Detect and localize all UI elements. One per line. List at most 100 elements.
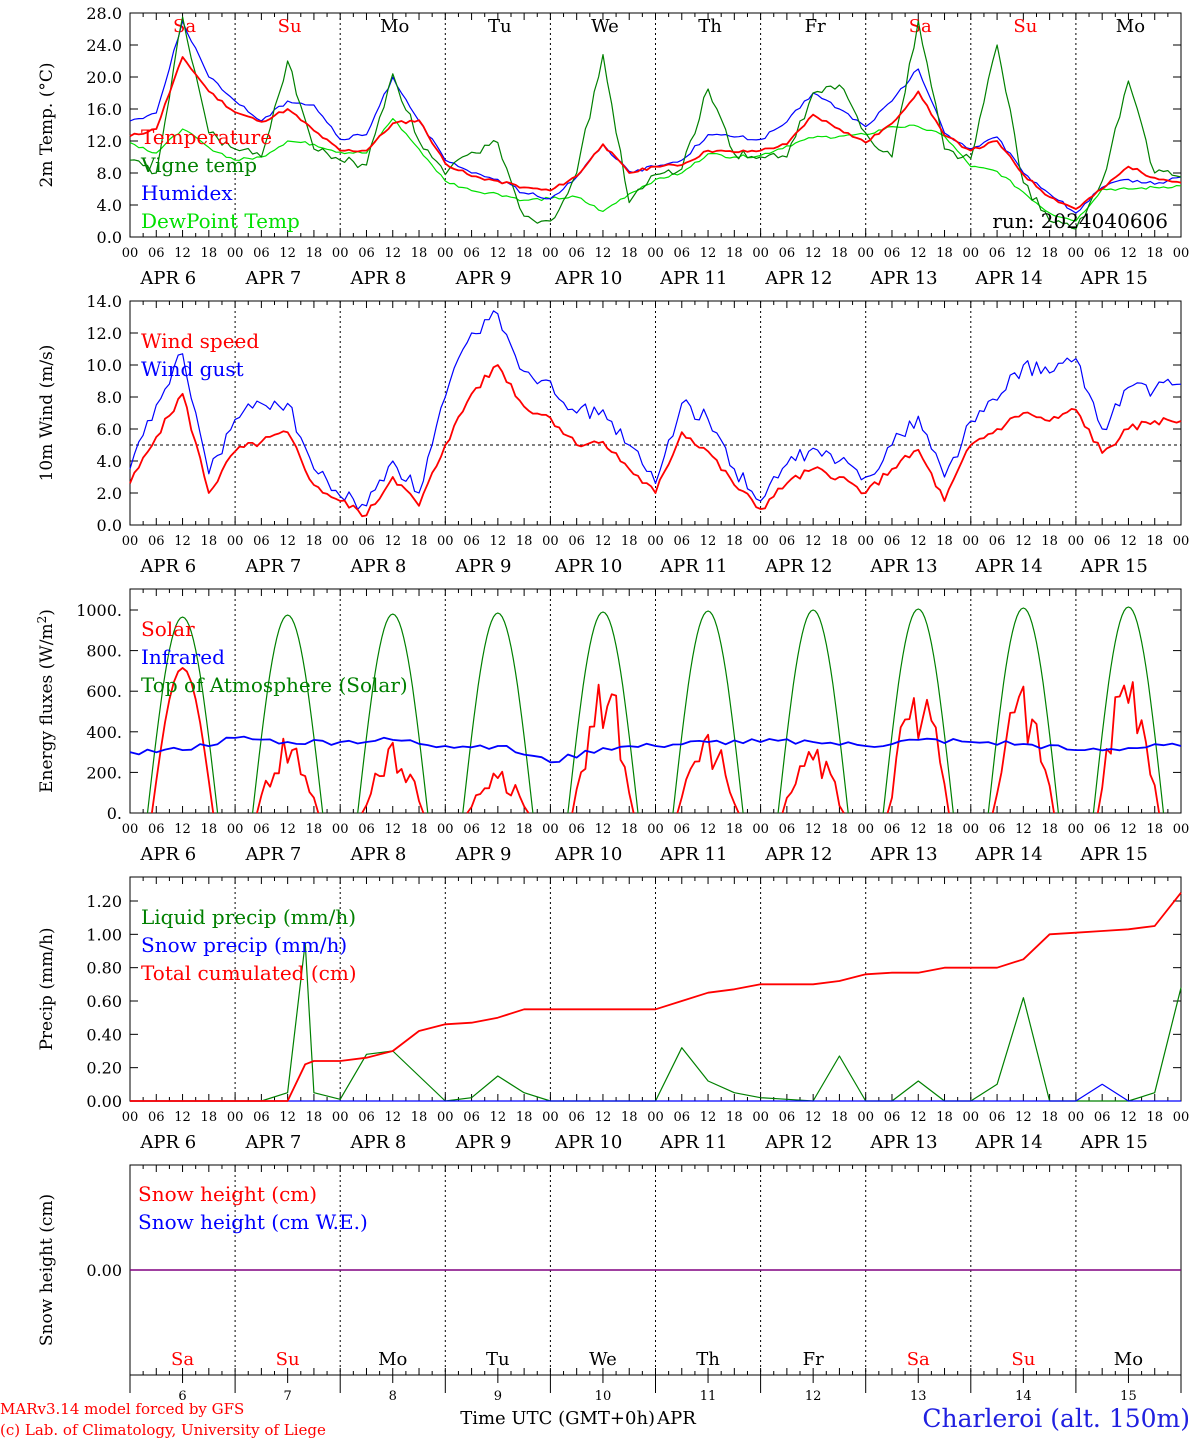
legend-entry: Snow precip (mm/h) bbox=[141, 933, 347, 957]
hour-label: 18 bbox=[516, 534, 533, 549]
hour-label: 00 bbox=[963, 534, 980, 549]
hour-label: 06 bbox=[989, 1110, 1006, 1125]
hour-label: 06 bbox=[884, 822, 901, 837]
hour-label: 12 bbox=[805, 1110, 822, 1125]
hour-label: 18 bbox=[621, 822, 638, 837]
legend-entry: Liquid precip (mm/h) bbox=[141, 905, 356, 929]
hour-label: 18 bbox=[831, 246, 848, 261]
hour-label: 00 bbox=[1068, 246, 1085, 261]
toa-solar-line bbox=[672, 610, 744, 814]
date-label: APR 13 bbox=[869, 844, 937, 865]
hour-label: 00 bbox=[647, 246, 664, 261]
hour-label: 18 bbox=[516, 246, 533, 261]
hour-label: 00 bbox=[332, 822, 349, 837]
y-tick-label: 600. bbox=[86, 682, 122, 701]
hour-label: 12 bbox=[490, 246, 507, 261]
hour-label: 12 bbox=[384, 246, 401, 261]
hour-label: 06 bbox=[148, 246, 165, 261]
hour-label: 06 bbox=[463, 822, 480, 837]
hour-label: 12 bbox=[174, 1110, 191, 1125]
hour-label: 18 bbox=[621, 246, 638, 261]
hour-label: 06 bbox=[568, 246, 585, 261]
hour-label: 06 bbox=[463, 534, 480, 549]
y-tick-label: 0.0 bbox=[97, 516, 122, 535]
hour-label: 06 bbox=[148, 1110, 165, 1125]
date-label: APR 13 bbox=[869, 268, 937, 289]
hour-label: 06 bbox=[1094, 246, 1111, 261]
hour-label: 12 bbox=[700, 822, 717, 837]
hour-label: 18 bbox=[936, 1110, 953, 1125]
hour-label: 00 bbox=[1173, 534, 1190, 549]
y-tick-label: 800. bbox=[86, 642, 122, 661]
y-tick-label: 12.0 bbox=[86, 324, 122, 343]
temp-series-line bbox=[129, 117, 1182, 222]
hour-label: 12 bbox=[1015, 246, 1032, 261]
y-tick-label: 0.20 bbox=[86, 1059, 122, 1078]
y-axis-title: 2m Temp. (°C) bbox=[37, 62, 57, 187]
hour-label: 00 bbox=[227, 534, 244, 549]
hour-label: 18 bbox=[621, 534, 638, 549]
date-label: APR 8 bbox=[350, 1132, 407, 1153]
date-label: 13 bbox=[910, 1389, 927, 1404]
hour-label: 06 bbox=[884, 246, 901, 261]
hour-label: 00 bbox=[1068, 822, 1085, 837]
legend-entry: Snow height (cm) bbox=[138, 1182, 317, 1206]
hour-label: 12 bbox=[910, 1110, 927, 1125]
hour-label: 12 bbox=[805, 246, 822, 261]
hour-label: 06 bbox=[253, 534, 270, 549]
hour-label: 00 bbox=[857, 1110, 874, 1125]
hour-label: 06 bbox=[253, 1110, 270, 1125]
hour-label: 18 bbox=[306, 534, 323, 549]
date-label: APR 8 bbox=[350, 268, 407, 289]
hour-label: 06 bbox=[989, 822, 1006, 837]
hour-label: 18 bbox=[936, 822, 953, 837]
hour-label: 06 bbox=[358, 534, 375, 549]
hour-label: 00 bbox=[647, 534, 664, 549]
hour-label: 06 bbox=[674, 1110, 691, 1125]
hour-label: 00 bbox=[227, 1110, 244, 1125]
hour-label: 18 bbox=[516, 1110, 533, 1125]
hour-label: 18 bbox=[726, 246, 743, 261]
hour-label: 18 bbox=[411, 246, 428, 261]
precip-series-line bbox=[130, 1083, 1181, 1102]
y-tick-label: 4.0 bbox=[97, 452, 122, 471]
hour-label: 06 bbox=[989, 246, 1006, 261]
y-tick-label: 8.0 bbox=[97, 388, 122, 407]
y-tick-label: 0.00 bbox=[86, 1092, 122, 1111]
date-label: APR 13 bbox=[869, 1132, 937, 1153]
wind-series-line bbox=[129, 364, 1182, 518]
date-label: APR 11 bbox=[659, 268, 727, 289]
wind-series-line bbox=[129, 310, 1182, 510]
hour-label: 06 bbox=[779, 822, 796, 837]
hour-label: 06 bbox=[358, 822, 375, 837]
hour-label: 12 bbox=[700, 534, 717, 549]
y-tick-label: 0.00 bbox=[86, 1261, 122, 1280]
hour-label: 00 bbox=[752, 1110, 769, 1125]
hour-label: 00 bbox=[1173, 1110, 1190, 1125]
hour-label: 12 bbox=[1015, 534, 1032, 549]
day-name: Mo bbox=[1116, 16, 1145, 37]
date-label: APR 7 bbox=[244, 1132, 301, 1153]
hour-label: 00 bbox=[437, 246, 454, 261]
y-tick-label: 1000. bbox=[76, 601, 122, 620]
toa-solar-line bbox=[146, 616, 219, 814]
legend-entry: Solar bbox=[141, 617, 195, 641]
hour-label: 12 bbox=[1015, 1110, 1032, 1125]
date-label: APR 12 bbox=[764, 844, 832, 865]
date-label: APR 7 bbox=[244, 556, 301, 577]
hour-label: 06 bbox=[568, 822, 585, 837]
hour-label: 12 bbox=[1120, 1110, 1137, 1125]
legend-entry: Infrared bbox=[141, 645, 225, 669]
x-axis-title: Time UTC (GMT+0h) APR bbox=[460, 1408, 696, 1429]
hour-label: 00 bbox=[542, 246, 559, 261]
hour-label: 12 bbox=[910, 822, 927, 837]
solar-line bbox=[991, 685, 1055, 814]
hour-label: 12 bbox=[595, 246, 612, 261]
date-label: APR 10 bbox=[554, 844, 622, 865]
toa-solar-line bbox=[462, 612, 534, 814]
hour-label: 00 bbox=[332, 1110, 349, 1125]
hour-label: 12 bbox=[279, 246, 296, 261]
date-label: APR 12 bbox=[764, 556, 832, 577]
hour-label: 06 bbox=[1094, 534, 1111, 549]
y-tick-label: 16.0 bbox=[86, 100, 122, 119]
